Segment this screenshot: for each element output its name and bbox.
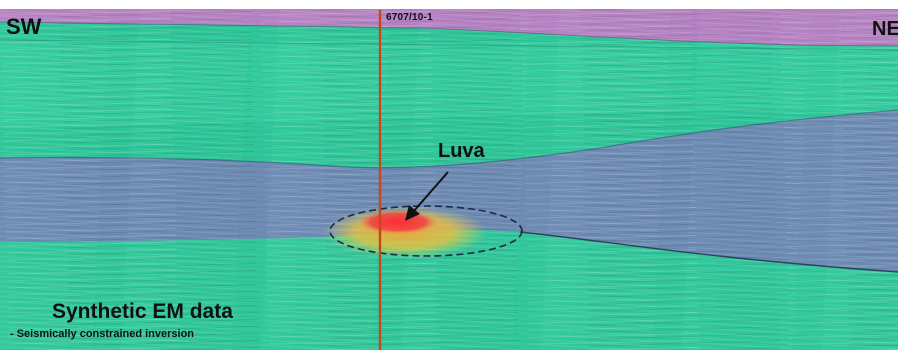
ne-direction-label: NE — [872, 18, 898, 40]
luva-label: Luva — [438, 140, 485, 162]
horizon-line-upper — [0, 39, 898, 51]
anomaly-core — [358, 210, 438, 234]
horizon-line-lower — [519, 231, 898, 273]
caption-subtitle: - Seismically constrained inversion — [10, 328, 195, 340]
well-name-label: 6707/10-1 — [386, 12, 433, 23]
caption-title: Synthetic EM data — [52, 300, 233, 323]
luva-arrow-head — [405, 205, 420, 221]
reservoir-outline — [329, 205, 523, 257]
horizon-line — [0, 109, 898, 169]
sw-direction-label: SW — [6, 14, 42, 39]
luva-arrow-shaft — [412, 171, 449, 213]
top-border — [0, 0, 898, 9]
